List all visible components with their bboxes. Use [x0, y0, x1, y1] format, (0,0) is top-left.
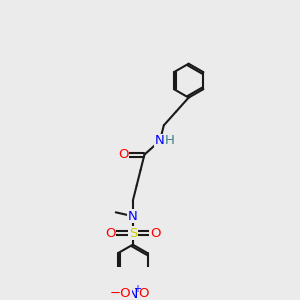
Text: N: N [128, 287, 138, 300]
Text: O: O [138, 287, 149, 300]
Text: O: O [118, 148, 129, 161]
Text: O: O [105, 226, 116, 240]
Text: N: N [128, 210, 138, 223]
Text: −O: −O [110, 287, 131, 300]
Text: O: O [150, 226, 160, 240]
Text: S: S [129, 226, 137, 240]
Text: N: N [155, 134, 165, 147]
Text: +: + [133, 284, 141, 294]
Text: H: H [164, 134, 174, 147]
